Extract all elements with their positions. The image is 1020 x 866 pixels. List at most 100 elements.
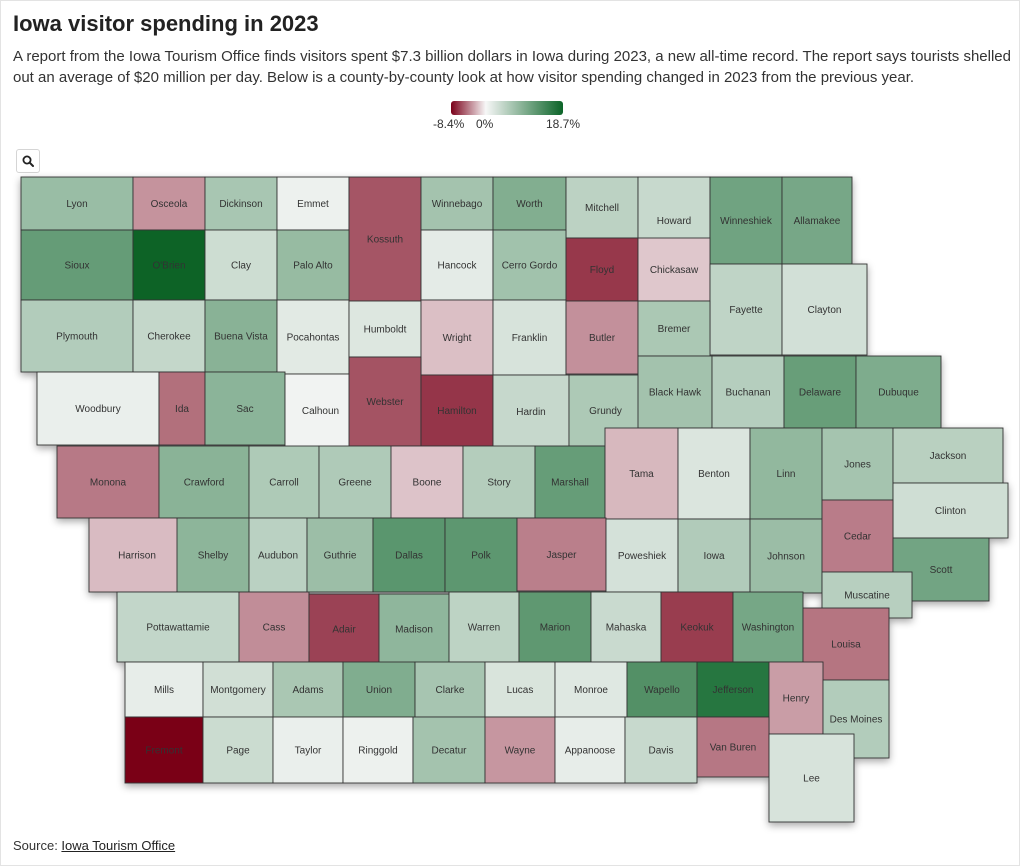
county-shape[interactable] [565,176,639,239]
county-shape[interactable] [855,355,942,429]
county-shape[interactable] [176,517,250,593]
county-carroll[interactable]: Carroll [248,445,320,519]
county-shape[interactable] [696,716,770,778]
county-webster[interactable]: Webster [348,356,422,447]
county-pottawattamie[interactable]: Pottawattamie [116,591,240,663]
county-shape[interactable] [565,300,639,375]
county-osceola[interactable]: Osceola [132,176,206,231]
county-shape[interactable] [272,716,344,784]
county-monona[interactable]: Monona [56,445,160,519]
county-shape[interactable] [132,176,206,231]
county-mills[interactable]: Mills [124,661,204,718]
county-page[interactable]: Page [202,716,274,784]
county-hancock[interactable]: Hancock [420,229,494,301]
county-lee[interactable]: Lee [768,733,855,823]
county-shape[interactable] [372,517,446,593]
county-shape[interactable] [348,176,422,302]
county-wapello[interactable]: Wapello [626,661,698,718]
county-shelby[interactable]: Shelby [176,517,250,593]
county-hardin[interactable]: Hardin [492,374,570,449]
county-buena-vista[interactable]: Buena Vista [204,299,278,373]
county-shape[interactable] [768,661,824,735]
county-cerro-gordo[interactable]: Cerro Gordo [492,229,567,301]
county-shape[interactable] [677,427,751,520]
county-shape[interactable] [342,661,416,718]
county-shape[interactable] [448,591,520,663]
county-shape[interactable] [518,591,592,663]
county-shape[interactable] [420,374,494,447]
county-shape[interactable] [709,263,783,356]
county-wright[interactable]: Wright [420,299,494,376]
zoom-button[interactable] [16,149,40,173]
county-monroe[interactable]: Monroe [554,661,628,718]
county-polk[interactable]: Polk [444,517,518,593]
county-shape[interactable] [124,716,204,784]
county-shape[interactable] [821,499,894,573]
county-shape[interactable] [492,299,567,376]
county-boone[interactable]: Boone [390,445,464,519]
county-kossuth[interactable]: Kossuth [348,176,422,302]
county-harrison[interactable]: Harrison [88,517,186,593]
county-dallas[interactable]: Dallas [372,517,446,593]
county-worth[interactable]: Worth [492,176,567,231]
county-lucas[interactable]: Lucas [484,661,556,718]
county-clayton[interactable]: Clayton [781,263,868,356]
county-shape[interactable] [462,445,536,519]
county-shape[interactable] [677,518,751,593]
county-crawford[interactable]: Crawford [158,445,250,519]
county-decatur[interactable]: Decatur [412,716,486,784]
county-guthrie[interactable]: Guthrie [306,517,374,593]
county-cass[interactable]: Cass [238,591,310,663]
county-shape[interactable] [768,733,855,823]
county-greene[interactable]: Greene [318,445,392,519]
county-van-buren[interactable]: Van Buren [696,716,770,778]
county-shape[interactable] [248,445,320,519]
county-jackson[interactable]: Jackson [892,427,1004,484]
county-marshall[interactable]: Marshall [534,445,606,519]
county-shape[interactable] [158,371,206,446]
county-plymouth[interactable]: Plymouth [20,299,134,373]
county-calhoun[interactable]: Calhoun [284,373,357,448]
county-shape[interactable] [444,517,518,593]
county-shape[interactable] [484,716,556,784]
county-jones[interactable]: Jones [821,427,894,501]
county-shape[interactable] [272,661,344,718]
county-chickasaw[interactable]: Chickasaw [637,237,711,302]
county-shape[interactable] [36,371,160,446]
county-shape[interactable] [390,445,464,519]
county-mitchell[interactable]: Mitchell [565,176,639,239]
county-benton[interactable]: Benton [677,427,751,520]
county-shape[interactable] [484,661,556,718]
county-shape[interactable] [821,427,894,501]
county-taylor[interactable]: Taylor [272,716,344,784]
county-butler[interactable]: Butler [565,300,639,375]
county-audubon[interactable]: Audubon [248,517,308,593]
county-shape[interactable] [204,229,278,301]
county-palo-alto[interactable]: Palo Alto [276,229,350,301]
county-shape[interactable] [781,176,853,265]
county-ringgold[interactable]: Ringgold [342,716,414,784]
county-shape[interactable] [892,427,1004,484]
county-shape[interactable] [516,517,607,592]
county-shape[interactable] [604,427,679,520]
county-lyon[interactable]: Lyon [20,176,134,231]
county-cherokee[interactable]: Cherokee [132,299,206,373]
county-mahaska[interactable]: Mahaska [590,591,662,663]
county-clay[interactable]: Clay [204,229,278,301]
county-shape[interactable] [306,517,374,593]
county-jasper[interactable]: Jasper [516,517,607,592]
county-shape[interactable] [420,176,494,231]
county-warren[interactable]: Warren [448,591,520,663]
county-shape[interactable] [781,263,868,356]
county-hamilton[interactable]: Hamilton [420,374,494,447]
county-sac[interactable]: Sac [204,371,286,446]
county-shape[interactable] [660,591,734,663]
county-shape[interactable] [204,371,286,446]
county-floyd[interactable]: Floyd [565,237,639,302]
county-shape[interactable] [20,299,134,373]
county-delaware[interactable]: Delaware [783,355,857,429]
county-shape[interactable] [342,716,414,784]
county-o-brien[interactable]: O'Brien [132,229,206,301]
county-adair[interactable]: Adair [308,593,380,665]
county-shape[interactable] [414,661,486,718]
